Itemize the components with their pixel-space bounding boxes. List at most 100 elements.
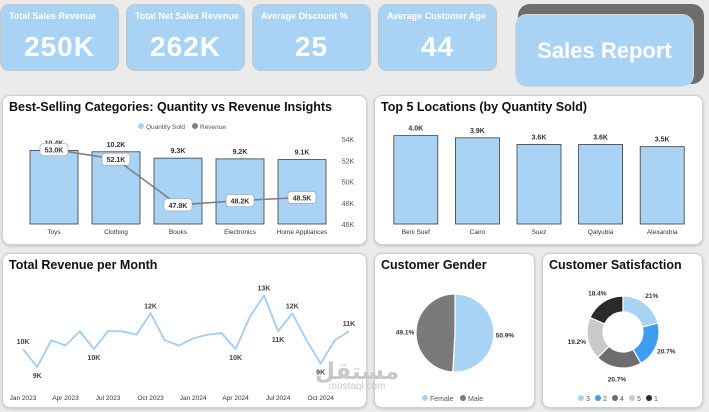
kpi-value: 44: [420, 31, 455, 62]
month-tick-label: Oct 2024: [307, 395, 334, 402]
pie-slice-label: 20.7%: [657, 348, 676, 355]
pie-slice-label: 49.1%: [396, 330, 415, 337]
category-tick-label: Electronics: [224, 229, 257, 236]
legend-label: 3: [586, 396, 590, 403]
month-point-label: 10K: [17, 339, 30, 346]
pie-slice-male: [415, 293, 456, 373]
kpi-value: 250K: [24, 31, 95, 62]
legend-swatch: [578, 395, 584, 401]
month-point-label: 10K: [87, 355, 100, 362]
chart-title: Customer Gender: [381, 258, 487, 272]
pie-slice-label: 18.4%: [588, 291, 607, 298]
category-bar: [215, 158, 265, 225]
revenue-label-box: [225, 194, 255, 207]
revenue-label: 52.1K: [107, 157, 126, 164]
kpi-value: 262K: [150, 31, 221, 62]
category-qty-label: 10.2K: [107, 142, 126, 149]
revenue-label: 48.5K: [293, 195, 312, 202]
revenue-label: 47.8K: [169, 203, 188, 210]
location-value-label: 3.6K: [593, 134, 608, 141]
legend-quantity-label: Quantity Sold: [146, 124, 185, 131]
month-point-label: 9K: [33, 373, 42, 380]
y2-tick-label: 52K: [342, 158, 355, 165]
legend-revenue-swatch: [192, 123, 198, 129]
legend-label: Female: [430, 396, 453, 403]
location-bar: [455, 137, 500, 225]
location-bar: [639, 146, 685, 225]
month-point-label: 13K: [258, 285, 271, 292]
month-point-label: 10K: [229, 355, 242, 362]
kpi-value: 25: [294, 31, 329, 62]
panel-revenue-per-month: Total Revenue per Month 10K 9K 10K 12K 10K 13…: [2, 253, 367, 408]
y2-tick-label: 54K: [342, 137, 355, 144]
kpi-label: Average Discount %: [261, 11, 348, 21]
month-tick-label: Jul 2023: [96, 395, 121, 402]
pie-slice-label: 50.9%: [496, 332, 515, 339]
month-tick-label: Apr 2023: [52, 395, 79, 402]
watermark-site: mostaql.com: [328, 381, 386, 392]
legend-label: 5: [637, 396, 641, 403]
panel-customer-satisfaction: Customer Satisfaction 21% 20.7% 20.7% 19.2%…: [542, 253, 703, 408]
kpi-average-customer-age: Average Customer Age 44: [378, 4, 497, 71]
panel-best-selling-categories: Best-Selling Categories: Quantity vs Rev…: [2, 95, 367, 245]
gender-pie-chart: 50.9% 49.1% Female Male: [396, 293, 515, 403]
revenue-label-box: [163, 198, 193, 212]
legend-revenue-label: Revenue: [200, 124, 226, 131]
month-point-label: 11K: [343, 321, 355, 328]
chart-title: Customer Satisfaction: [549, 258, 682, 272]
watermark-arabic: مستقل: [314, 358, 400, 384]
category-tick-label: Books: [169, 229, 188, 236]
month-point-label: 12K: [144, 303, 157, 310]
kpi-label: Total Sales Revenue: [9, 11, 96, 21]
y2-tick-label: 50K: [342, 180, 355, 187]
legend-swatch: [422, 395, 428, 401]
revenue-label: 53.0K: [45, 148, 64, 155]
y2-tick-label: 48K: [342, 201, 355, 208]
satisfaction-donut-chart: 21% 20.7% 20.7% 19.2% 18.4% 3 2 4 5 1: [568, 291, 676, 403]
kpi-average-discount: Average Discount % 25: [252, 4, 371, 71]
month-point-label: 12K: [286, 303, 299, 310]
location-bar: [578, 144, 624, 225]
legend-swatch: [595, 395, 601, 401]
legend-quantity-swatch: [138, 123, 144, 129]
month-tick-label: Jul 2024: [266, 395, 291, 402]
watermark-logo: مستقل mostaql.com: [302, 360, 412, 392]
month-point-label: 9K: [316, 369, 325, 376]
month-tick-label: Apr 2024: [222, 395, 249, 402]
location-tick-label: Beni Suef: [402, 229, 430, 236]
kpi-label: Total Net Sales Revenue: [135, 11, 239, 21]
legend-label: 1: [654, 396, 658, 403]
category-tick-label: Clothing: [104, 229, 128, 236]
month-tick-label: Jan 2024: [180, 395, 207, 402]
pie-slice-label: 19.2%: [568, 339, 587, 346]
category-qty-label: 9.3K: [171, 148, 186, 155]
locations-chart: 4.0K Beni Suef 3.9K Cairo 3.6K Suez 3.6K Qalyub…: [393, 126, 685, 236]
location-value-label: 3.9K: [470, 128, 485, 135]
revenue-month-line: [22, 294, 350, 368]
category-qty-label: 9.1K: [295, 150, 310, 157]
kpi-total-net-sales-revenue: Total Net Sales Revenue 262K: [126, 4, 245, 71]
revenue-label-box: [287, 191, 317, 204]
revenue-label: 48.2K: [231, 199, 250, 206]
pie-slice-1: [589, 295, 624, 325]
kpi-label: Average Customer Age: [387, 11, 486, 21]
pie-slice-label: 21%: [645, 293, 658, 300]
category-tick-label: Toys: [47, 229, 61, 236]
kpi-total-sales-revenue: Total Sales Revenue 250K: [0, 4, 119, 71]
location-tick-label: Qalyubia: [588, 229, 614, 236]
monthly-revenue-chart: 10K 9K 10K 12K 10K 13K 11K 12K 9K 11K Jan 2023 Apr …: [10, 285, 356, 402]
category-qty-label: 9.2K: [233, 149, 248, 156]
chart-title: Best-Selling Categories: Quantity vs Rev…: [9, 100, 332, 114]
legend-label: 2: [603, 396, 607, 403]
category-bar: [29, 149, 79, 225]
legend-swatch: [612, 395, 618, 401]
revenue-label-box: [39, 143, 69, 156]
location-tick-label: Cairo: [470, 229, 486, 236]
pie-slice-female: [452, 293, 495, 373]
location-value-label: 4.0K: [408, 126, 423, 133]
legend-swatch: [629, 395, 635, 401]
legend-label: Male: [468, 396, 483, 403]
month-point-label: 11K: [272, 337, 284, 344]
month-tick-label: Oct 2023: [137, 395, 164, 402]
location-tick-label: Alexandria: [647, 229, 678, 236]
